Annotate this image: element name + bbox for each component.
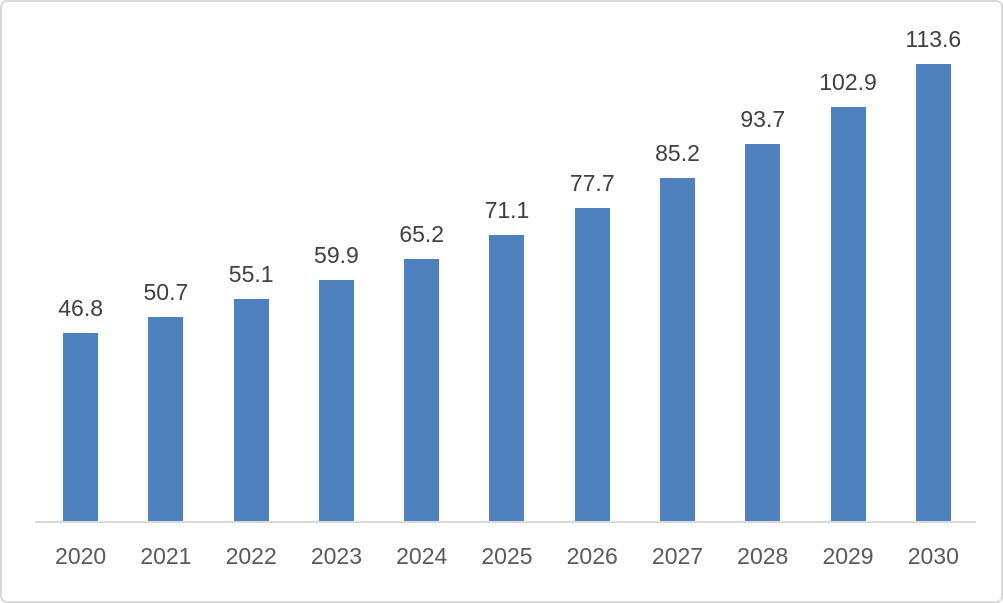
bar-group: 85.2 <box>635 22 720 521</box>
bar <box>915 64 951 521</box>
bar-value-label: 93.7 <box>740 105 786 132</box>
bar-group: 46.8 <box>38 22 123 521</box>
x-tick-label: 2027 <box>651 543 704 569</box>
bar-group: 50.7 <box>123 22 208 521</box>
bar-group: 102.9 <box>805 22 890 521</box>
bar-value-label: 59.9 <box>314 241 359 268</box>
bar <box>830 107 866 521</box>
bar-group: 65.2 <box>379 22 464 521</box>
bar-value-label: 77.7 <box>569 169 615 196</box>
bar-group: 113.6 <box>891 22 976 521</box>
plot-area: 46.8 50.7 55.1 59.9 65.2 71.1 77.7 85.2 93.7 102.… <box>38 22 976 521</box>
bar-value-label: 71.1 <box>484 196 530 223</box>
x-tick-label: 2025 <box>481 543 533 569</box>
bar-group: 77.7 <box>550 22 635 521</box>
x-tick-label: 2026 <box>566 543 618 569</box>
x-tick-label: 2024 <box>396 543 448 569</box>
bar-value-label: 102.9 <box>819 68 877 95</box>
bar-group: 93.7 <box>720 22 805 521</box>
x-tick-label: 2023 <box>310 543 363 569</box>
bar-value-label: 85.2 <box>655 139 700 166</box>
x-tick-label: 2029 <box>822 543 874 569</box>
bar <box>745 144 781 521</box>
bar <box>489 235 525 521</box>
bar-value-label: 50.7 <box>143 278 189 305</box>
x-tick-label: 2020 <box>55 543 107 569</box>
x-axis-line <box>35 521 976 523</box>
bar <box>148 317 184 521</box>
x-tick-label: 2022 <box>225 543 277 569</box>
bar-value-label: 113.6 <box>905 25 962 52</box>
bar <box>404 259 440 521</box>
bar <box>574 208 610 521</box>
bar-value-label: 55.1 <box>228 260 274 287</box>
x-axis-tick-labels: 2020 2021 2022 2023 2024 2025 2026 2027 2028 2029… <box>38 543 976 569</box>
x-tick-label: 2030 <box>907 543 959 569</box>
bar <box>318 280 354 521</box>
bar <box>63 333 99 521</box>
bar-group: 55.1 <box>209 22 294 521</box>
bar-value-label: 46.8 <box>58 294 104 321</box>
bar <box>233 299 269 521</box>
x-tick-label: 2021 <box>140 543 192 569</box>
bar-group: 71.1 <box>464 22 549 521</box>
bar-group: 59.9 <box>294 22 379 521</box>
x-tick-label: 2028 <box>737 543 789 569</box>
bar-value-label: 65.2 <box>399 220 445 247</box>
bar <box>659 178 695 521</box>
